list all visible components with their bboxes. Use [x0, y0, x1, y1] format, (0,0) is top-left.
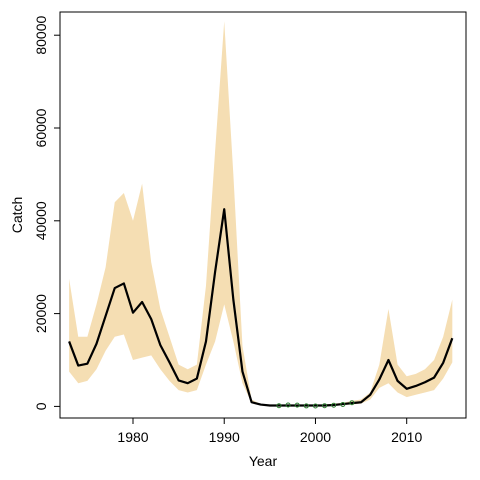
observed-point	[312, 403, 318, 409]
y-axis-label: Catch	[9, 197, 25, 234]
observed-point	[322, 403, 328, 409]
observed-points-layer	[276, 400, 355, 409]
x-tick-label: 2000	[300, 429, 331, 445]
y-tick-label: 80000	[33, 16, 49, 55]
observed-point	[276, 403, 282, 409]
observed-point	[285, 402, 291, 408]
y-tick-label: 0	[33, 402, 49, 410]
confidence-band	[69, 21, 453, 406]
observed-point	[331, 402, 337, 408]
y-tick-label: 40000	[33, 201, 49, 240]
x-tick-label: 1990	[209, 429, 240, 445]
x-axis: 1980 1990 2000 2010	[117, 418, 422, 445]
observed-point	[294, 402, 300, 408]
y-tick-label: 60000	[33, 108, 49, 147]
plot-frame	[59, 11, 467, 419]
x-axis-label: Year	[249, 453, 278, 469]
x-tick-label: 1980	[117, 429, 148, 445]
y-axis: 0 20000 40000 60000 80000	[33, 16, 60, 410]
catch-line-layer	[68, 208, 454, 407]
catch-line	[68, 208, 454, 407]
y-tick-label: 20000	[33, 294, 49, 333]
observed-point	[340, 402, 346, 408]
observed-point	[303, 403, 309, 409]
confidence-band-layer	[69, 21, 453, 406]
x-tick-label: 2010	[391, 429, 422, 445]
observed-point	[349, 400, 355, 406]
